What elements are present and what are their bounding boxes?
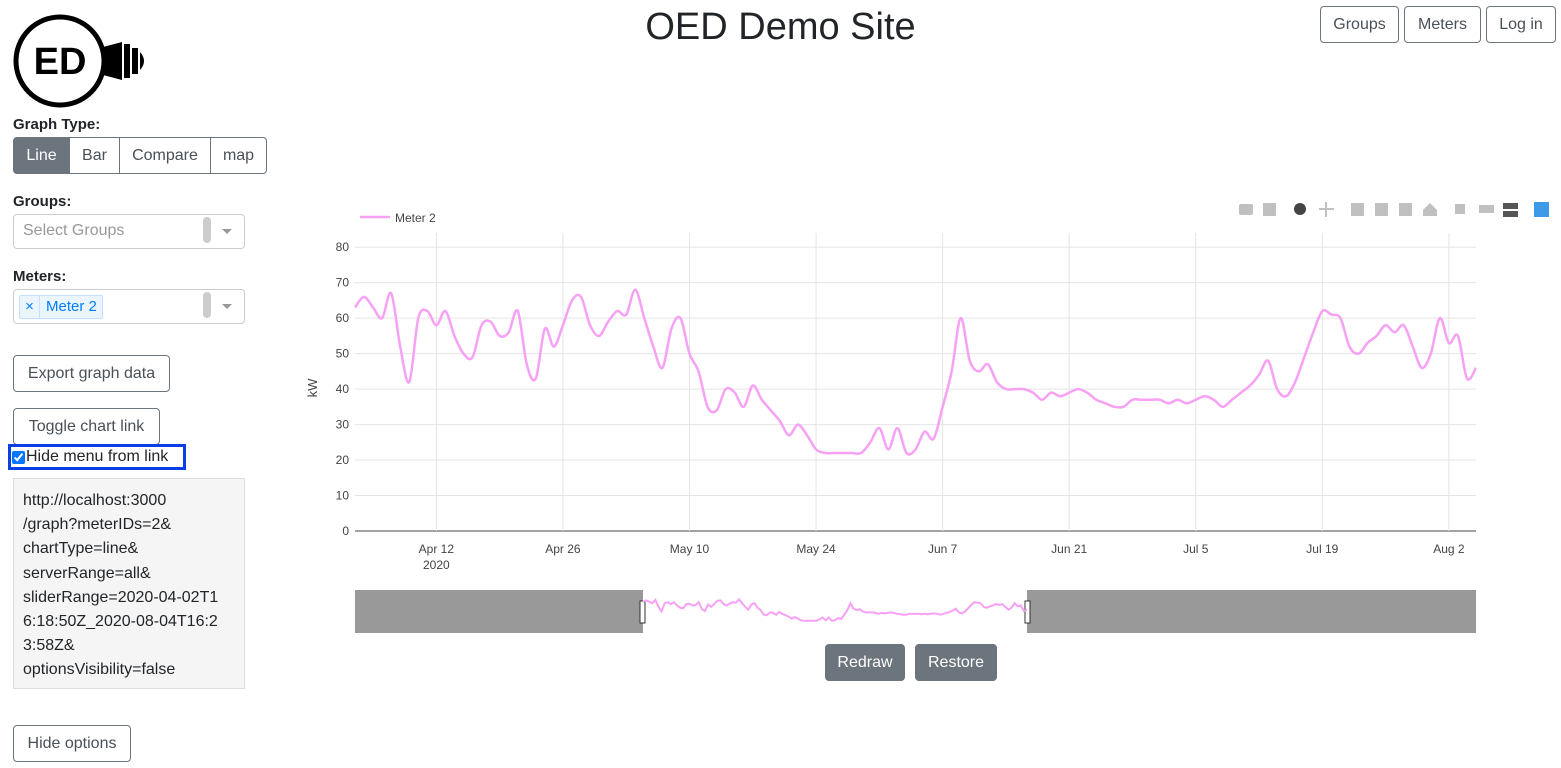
legend-label: Meter 2 bbox=[395, 211, 436, 225]
tool-icon[interactable] bbox=[1479, 205, 1494, 213]
range-slider-shade bbox=[1027, 590, 1476, 633]
dropdown-arrow bbox=[222, 229, 232, 239]
x-tick-label: May 24 bbox=[796, 542, 836, 556]
nav-groups[interactable]: Groups bbox=[1320, 6, 1399, 43]
restore-button[interactable]: Restore bbox=[915, 644, 997, 681]
site-title: OED Demo Site bbox=[645, 6, 916, 48]
range-handle[interactable] bbox=[1024, 600, 1031, 624]
y-tick-label: 20 bbox=[336, 453, 350, 467]
logo: ED bbox=[13, 14, 144, 108]
graph-type-compare[interactable]: Compare bbox=[119, 137, 211, 174]
y-tick-label: 70 bbox=[336, 276, 350, 290]
tool-icon[interactable] bbox=[1399, 203, 1412, 216]
tool-icon[interactable] bbox=[1263, 203, 1276, 216]
y-axis-title: kW bbox=[305, 378, 320, 398]
hide-menu-checkbox[interactable] bbox=[12, 451, 25, 464]
data-line bbox=[353, 288, 1478, 456]
y-tick-label: 30 bbox=[336, 418, 350, 432]
x-tick-label: May 10 bbox=[670, 542, 710, 556]
hide-menu-label: Hide menu from link bbox=[26, 448, 169, 465]
tool-icon[interactable] bbox=[1503, 203, 1518, 209]
meter-name: Meter 2 bbox=[46, 298, 97, 315]
y-tick-label: 80 bbox=[336, 240, 350, 254]
tool-icon[interactable] bbox=[1423, 203, 1437, 216]
tool-icon[interactable] bbox=[1239, 204, 1253, 215]
graph-type-map[interactable]: map bbox=[210, 137, 267, 174]
x-tick-label: Jul 5 bbox=[1183, 542, 1209, 556]
tool-icon[interactable] bbox=[1455, 204, 1465, 214]
modebar bbox=[1239, 202, 1549, 217]
link-line: 3:58Z& bbox=[23, 637, 75, 655]
redraw-button[interactable]: Redraw bbox=[825, 644, 905, 681]
hide-options-button[interactable]: Hide options bbox=[13, 725, 131, 762]
tool-icon[interactable] bbox=[1319, 202, 1334, 217]
logo-text: ED bbox=[34, 41, 87, 83]
nav-meters[interactable]: Meters bbox=[1404, 6, 1481, 43]
x-tick-label: Jul 19 bbox=[1306, 542, 1338, 556]
range-slider-shade bbox=[355, 590, 643, 633]
link-line: http://localhost:3000 bbox=[23, 492, 167, 509]
scrollbar bbox=[203, 217, 211, 243]
x-tick-label: Apr 12 bbox=[419, 542, 455, 556]
link-line: /graph?meterIDs=2& bbox=[23, 516, 172, 534]
x-tick-year: 2020 bbox=[423, 558, 450, 572]
meters-select[interactable]: × Meter 2 bbox=[13, 289, 245, 324]
link-line: serverRange=all& bbox=[23, 564, 151, 582]
x-tick-label: Jun 21 bbox=[1051, 542, 1087, 556]
tool-icon[interactable] bbox=[1534, 202, 1549, 217]
tool-icon[interactable] bbox=[1503, 211, 1518, 217]
range-handle[interactable] bbox=[639, 600, 646, 624]
graph-type-bar[interactable]: Bar bbox=[69, 137, 120, 174]
link-line: optionsVisibility=false bbox=[23, 661, 176, 679]
tool-icon[interactable] bbox=[1351, 203, 1364, 216]
meter-remove[interactable]: × bbox=[20, 296, 40, 318]
logo-bulb bbox=[103, 42, 144, 80]
tool-icon[interactable] bbox=[1294, 203, 1306, 215]
export-button[interactable]: Export graph data bbox=[13, 355, 170, 392]
x-tick-label: Aug 2 bbox=[1433, 542, 1465, 556]
link-line: sliderRange=2020-04-02T1 bbox=[23, 588, 219, 606]
range-slider-line bbox=[642, 597, 1028, 622]
nav-login[interactable]: Log in bbox=[1486, 6, 1556, 43]
groups-placeholder: Select Groups bbox=[23, 222, 125, 239]
y-tick-label: 0 bbox=[342, 524, 349, 538]
toggle-link-button[interactable]: Toggle chart link bbox=[13, 408, 160, 445]
y-tick-label: 10 bbox=[336, 489, 350, 503]
dropdown-arrow bbox=[222, 304, 232, 314]
y-tick-label: 40 bbox=[336, 382, 350, 396]
meter-tag: × Meter 2 bbox=[19, 295, 103, 319]
y-tick-label: 50 bbox=[336, 347, 350, 361]
link-line: 6:18:50Z_2020-08-04T16:2 bbox=[23, 613, 218, 631]
chart-link-box: http://localhost:3000/graph?meterIDs=2& c… bbox=[13, 478, 245, 689]
groups-select[interactable]: Select Groups bbox=[13, 214, 245, 249]
scrollbar bbox=[203, 292, 211, 318]
graph-type-label: Graph Type: bbox=[13, 116, 101, 133]
meters-label: Meters: bbox=[13, 268, 67, 285]
tool-icon[interactable] bbox=[1375, 203, 1388, 216]
link-line: chartType=line& bbox=[23, 540, 139, 558]
groups-label: Groups: bbox=[13, 193, 72, 210]
x-tick-label: Apr 26 bbox=[545, 542, 581, 556]
y-tick-label: 60 bbox=[336, 311, 350, 325]
x-tick-label: Jun 7 bbox=[928, 542, 958, 556]
chart: 0 10 20 30 40 50 60 70 80 Apr 12 2020 Apr 26 May 10 M… bbox=[305, 202, 1549, 633]
graph-type-line[interactable]: Line bbox=[13, 137, 70, 174]
hide-menu-row[interactable]: Hide menu from link bbox=[8, 444, 186, 470]
